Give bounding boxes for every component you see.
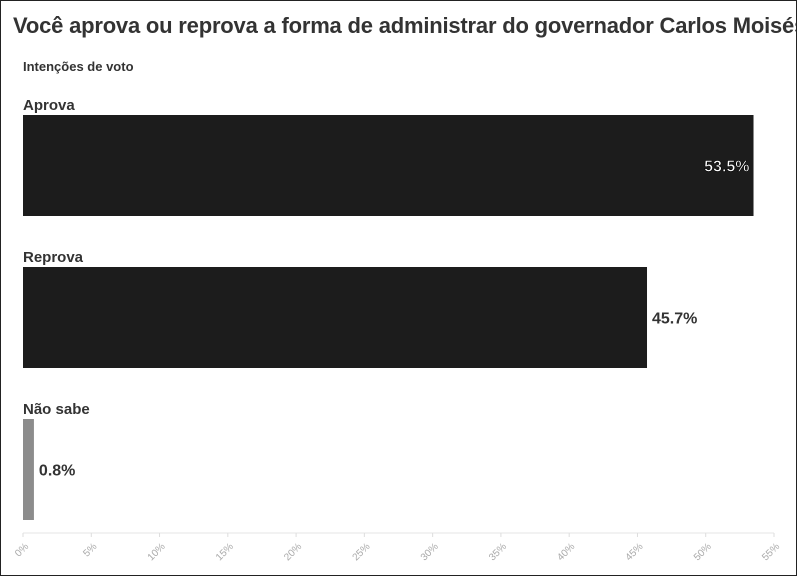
x-tick-label: 20% <box>282 541 304 563</box>
category-label: Aprova <box>23 97 75 114</box>
x-tick-label: 5% <box>81 541 99 559</box>
bar <box>23 115 754 216</box>
bar <box>23 419 34 520</box>
bar <box>23 267 648 368</box>
value-label: 53.5% <box>704 159 749 176</box>
value-label: 45.7% <box>652 311 697 328</box>
x-tick-label: 10% <box>146 541 168 563</box>
x-tick-label: 25% <box>351 541 373 563</box>
x-tick-label: 30% <box>419 541 441 563</box>
x-tick-label: 35% <box>487 541 509 563</box>
chart-title: Você aprova ou reprova a forma de admini… <box>13 13 797 38</box>
value-label: 0.8% <box>39 463 75 480</box>
x-tick-label: 40% <box>555 541 577 563</box>
category-label: Não sabe <box>23 401 90 418</box>
x-tick-label: 15% <box>214 541 236 563</box>
x-tick-label: 55% <box>760 541 782 563</box>
chart-subtitle: Intenções de voto <box>23 59 134 74</box>
x-tick-label: 45% <box>624 541 646 563</box>
category-label: Reprova <box>23 249 84 266</box>
x-tick-label: 0% <box>13 541 31 559</box>
x-tick-label: 50% <box>692 541 714 563</box>
